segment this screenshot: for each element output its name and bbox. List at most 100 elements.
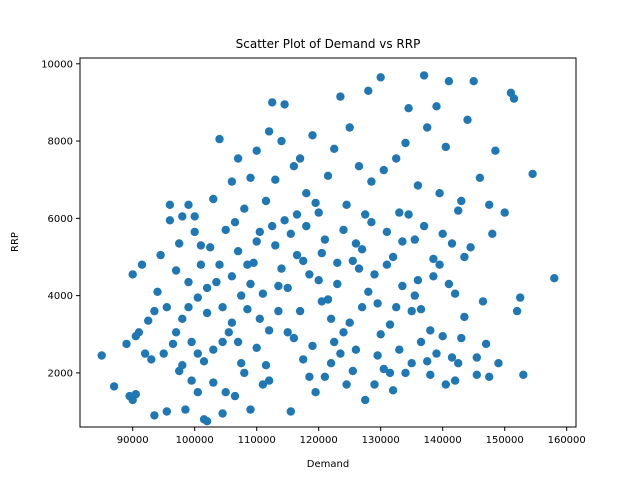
data-point: [264, 376, 274, 385]
data-point: [488, 229, 497, 238]
chart-title: Scatter Plot of Demand vs RRP: [236, 37, 421, 51]
data-point: [314, 208, 323, 217]
data-point: [305, 372, 314, 381]
data-point: [348, 256, 357, 266]
data-point: [258, 289, 268, 298]
data-point: [168, 339, 178, 349]
x-tick-label: 100000: [176, 435, 214, 446]
data-point: [243, 305, 252, 314]
data-point: [342, 380, 351, 389]
data-point: [159, 349, 168, 358]
data-point: [97, 351, 106, 360]
data-point: [218, 409, 227, 418]
data-point: [379, 165, 388, 175]
data-point: [413, 276, 423, 285]
data-point: [292, 250, 302, 260]
data-point: [339, 328, 348, 337]
data-point: [277, 264, 286, 273]
data-point: [215, 134, 224, 144]
data-point: [392, 154, 401, 163]
data-point: [131, 390, 140, 399]
data-point: [345, 123, 354, 132]
data-point: [258, 380, 268, 389]
data-point: [122, 339, 131, 349]
data-point: [361, 395, 370, 405]
data-point: [447, 239, 457, 248]
data-point: [280, 216, 289, 225]
data-point: [361, 210, 370, 219]
data-point: [137, 260, 147, 269]
x-tick-label: 110000: [238, 435, 276, 446]
data-point: [388, 252, 398, 262]
data-point: [196, 241, 206, 250]
data-point: [181, 405, 190, 414]
data-point: [472, 353, 481, 362]
data-point: [323, 171, 333, 180]
data-point: [413, 181, 423, 190]
scatter-points: [97, 71, 559, 426]
data-point: [550, 274, 559, 283]
data-point: [196, 260, 206, 269]
data-point: [463, 115, 472, 125]
data-point: [156, 250, 165, 260]
data-point: [162, 303, 171, 312]
data-point: [227, 272, 237, 281]
x-tick-label: 140000: [424, 435, 462, 446]
data-point: [376, 330, 385, 339]
data-point: [320, 235, 330, 244]
data-point: [404, 210, 413, 219]
y-tick-label: 10000: [41, 59, 73, 70]
y-tick-label: 2000: [48, 368, 73, 379]
data-point: [165, 216, 175, 225]
data-point: [209, 378, 218, 387]
data-point: [209, 194, 218, 204]
data-point: [289, 162, 299, 171]
data-point: [190, 212, 199, 221]
data-point: [190, 227, 199, 237]
data-point: [330, 144, 339, 153]
data-point: [237, 291, 246, 300]
data-point: [187, 337, 196, 347]
data-point: [144, 316, 153, 325]
data-point: [218, 303, 227, 312]
data-point: [333, 279, 342, 289]
data-point: [435, 260, 444, 269]
data-point: [512, 306, 522, 316]
data-point: [357, 245, 367, 254]
data-point: [246, 173, 255, 182]
data-point: [255, 227, 264, 237]
data-point: [339, 225, 348, 235]
data-point: [109, 382, 119, 391]
data-point: [460, 252, 469, 262]
data-point: [385, 320, 395, 329]
data-point: [401, 138, 410, 148]
plot-frame: [79, 57, 577, 428]
data-point: [237, 359, 246, 368]
data-point: [410, 235, 419, 244]
data-point: [392, 303, 401, 312]
data-point: [246, 405, 255, 414]
data-point: [351, 345, 361, 354]
data-point: [528, 169, 537, 179]
data-point: [364, 86, 373, 96]
data-point: [289, 333, 299, 343]
data-point: [264, 127, 274, 136]
data-point: [450, 376, 460, 385]
data-point: [184, 303, 193, 312]
data-point: [246, 279, 255, 289]
data-point: [516, 293, 525, 302]
data-point: [199, 357, 209, 366]
data-point: [178, 212, 187, 221]
data-point: [305, 270, 314, 279]
data-point: [171, 266, 181, 275]
data-point: [426, 326, 435, 335]
data-point: [326, 359, 336, 368]
x-tick-label: 120000: [300, 435, 338, 446]
data-point: [398, 237, 407, 246]
data-point: [426, 370, 435, 379]
data-point: [193, 293, 202, 302]
data-point: [178, 361, 187, 370]
data-point: [233, 154, 243, 163]
data-point: [292, 210, 302, 219]
y-axis-label: RRP: [10, 232, 21, 252]
